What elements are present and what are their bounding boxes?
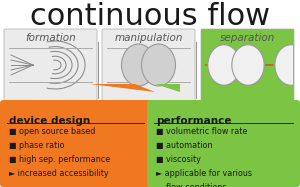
Text: ■ automation: ■ automation (156, 141, 212, 150)
FancyBboxPatch shape (201, 29, 294, 101)
Text: ■ high sep. performance: ■ high sep. performance (9, 155, 110, 164)
Text: flow conditions: flow conditions (156, 183, 226, 187)
Ellipse shape (122, 44, 155, 86)
Polygon shape (155, 84, 180, 92)
Text: continuous flow: continuous flow (30, 2, 270, 31)
Text: ■ phase ratio: ■ phase ratio (9, 141, 64, 150)
Text: ■ volumetric flow rate: ■ volumetric flow rate (156, 127, 248, 136)
Text: performance: performance (156, 116, 232, 126)
Ellipse shape (208, 45, 240, 85)
Text: ■ open source based: ■ open source based (9, 127, 95, 136)
FancyBboxPatch shape (102, 29, 195, 101)
Text: ► applicable for various: ► applicable for various (156, 169, 252, 178)
Ellipse shape (275, 45, 300, 85)
Text: formation: formation (25, 33, 76, 43)
FancyBboxPatch shape (147, 100, 300, 187)
Text: ■ viscosity: ■ viscosity (156, 155, 201, 164)
Ellipse shape (142, 44, 176, 86)
Text: manipulation: manipulation (114, 33, 183, 43)
FancyBboxPatch shape (4, 29, 97, 101)
Text: separation: separation (220, 33, 275, 43)
Polygon shape (90, 84, 155, 92)
FancyBboxPatch shape (0, 100, 151, 187)
Text: device design: device design (9, 116, 90, 126)
Ellipse shape (232, 45, 264, 85)
Text: ► increased accessibility: ► increased accessibility (9, 169, 109, 178)
